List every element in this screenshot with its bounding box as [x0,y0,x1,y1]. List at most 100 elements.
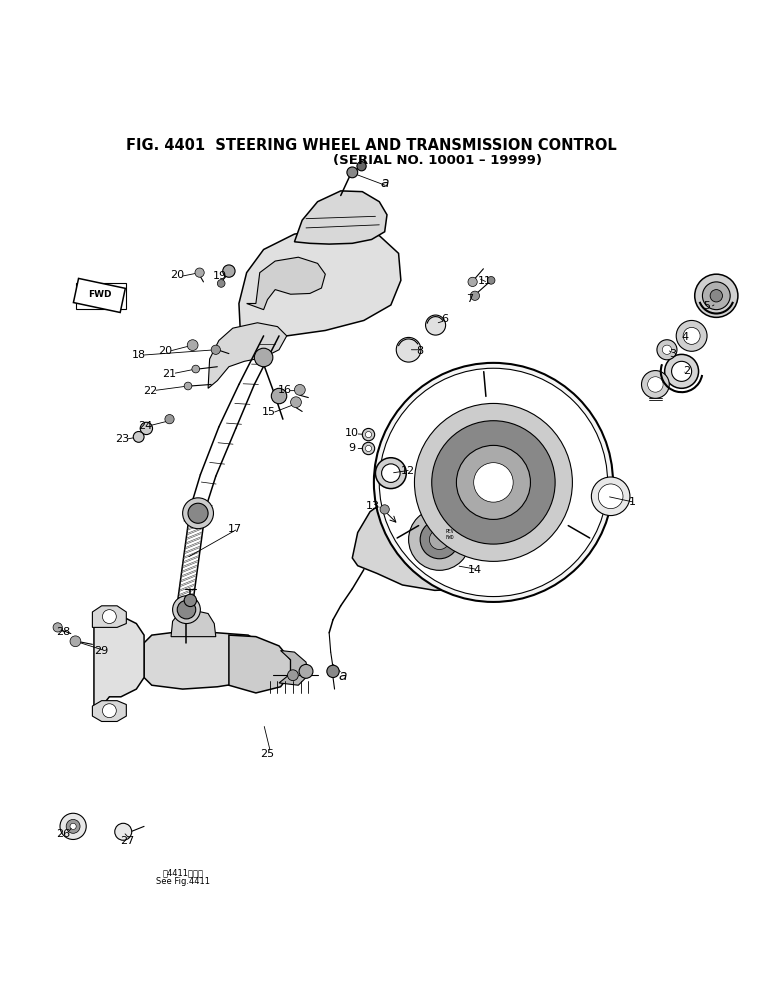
Text: a: a [381,176,389,191]
Circle shape [676,321,707,352]
Text: 18: 18 [132,350,146,360]
Polygon shape [171,611,216,637]
Circle shape [432,420,555,544]
Circle shape [102,610,116,624]
Circle shape [255,348,273,367]
Circle shape [183,498,214,528]
Text: 25: 25 [260,749,275,759]
Circle shape [195,268,204,277]
Circle shape [290,397,301,407]
Circle shape [365,431,372,437]
Text: 29: 29 [94,645,109,655]
Circle shape [211,345,221,355]
Circle shape [591,477,630,515]
Circle shape [362,428,375,440]
Polygon shape [92,606,126,627]
Circle shape [380,505,389,514]
Circle shape [396,338,421,362]
Circle shape [672,361,692,381]
Circle shape [426,316,446,335]
Text: 21: 21 [163,369,176,379]
FancyBboxPatch shape [74,278,125,312]
Text: See Fig.4411: See Fig.4411 [156,877,210,886]
Circle shape [184,382,192,390]
Circle shape [115,824,132,841]
Circle shape [710,289,722,302]
Text: 26: 26 [56,830,70,839]
Text: 19: 19 [213,271,227,281]
Polygon shape [352,489,524,591]
Circle shape [327,665,339,677]
Circle shape [272,388,286,404]
Circle shape [375,458,406,489]
Circle shape [66,820,80,834]
Polygon shape [144,631,256,689]
Text: 12: 12 [401,466,415,476]
Polygon shape [294,191,387,244]
Text: 20: 20 [170,270,184,280]
Circle shape [223,265,235,277]
Circle shape [294,384,305,395]
Text: 4: 4 [682,332,689,342]
Text: 6: 6 [441,313,448,324]
Circle shape [657,340,677,360]
Text: a: a [338,669,347,683]
Text: 5: 5 [704,300,711,310]
Text: 20: 20 [159,347,173,356]
Text: 11: 11 [478,276,492,286]
Circle shape [414,403,573,561]
Text: 2: 2 [683,366,690,376]
Circle shape [665,355,699,388]
Text: 16: 16 [277,385,292,395]
Text: 28: 28 [56,627,70,637]
Text: 8: 8 [416,346,423,356]
Text: 9: 9 [349,444,356,454]
Circle shape [347,167,358,177]
FancyBboxPatch shape [76,282,125,308]
Circle shape [188,503,208,523]
Polygon shape [208,323,286,388]
Circle shape [184,595,197,607]
Circle shape [382,464,400,483]
Polygon shape [229,635,290,692]
Circle shape [409,509,471,571]
Circle shape [457,446,530,519]
Text: 27: 27 [120,836,134,846]
Circle shape [177,601,196,619]
Polygon shape [247,257,325,309]
Polygon shape [92,701,126,722]
Circle shape [70,636,80,647]
Circle shape [695,274,738,318]
Circle shape [430,529,450,549]
Text: FWD: FWD [88,290,112,299]
Circle shape [287,669,298,680]
Circle shape [299,664,313,678]
Text: 15: 15 [262,407,276,417]
Circle shape [468,277,478,286]
Circle shape [192,365,200,373]
Text: 22: 22 [143,386,157,396]
Text: 1: 1 [628,498,635,507]
Circle shape [217,279,225,287]
Circle shape [102,704,116,718]
Circle shape [471,291,480,300]
Circle shape [379,368,608,597]
Text: 10: 10 [345,428,359,438]
Text: 14: 14 [467,564,482,575]
Circle shape [683,328,700,345]
Text: (SERIAL NO. 10001 – 19999): (SERIAL NO. 10001 – 19999) [333,154,542,167]
Circle shape [420,520,459,558]
Text: 3: 3 [669,349,676,359]
Circle shape [362,443,375,455]
Text: 24: 24 [138,421,152,431]
Circle shape [663,345,672,355]
Polygon shape [279,650,308,685]
Circle shape [140,422,152,434]
Text: REV
FWD: REV FWD [446,529,454,540]
Polygon shape [239,228,401,336]
Circle shape [70,824,76,830]
Text: 17: 17 [228,524,242,533]
Circle shape [365,446,372,452]
Circle shape [374,363,613,602]
Circle shape [187,340,198,351]
